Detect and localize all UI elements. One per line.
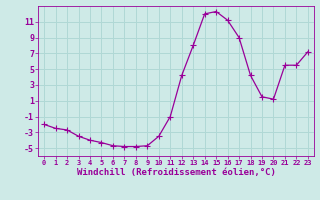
X-axis label: Windchill (Refroidissement éolien,°C): Windchill (Refroidissement éolien,°C): [76, 168, 276, 177]
